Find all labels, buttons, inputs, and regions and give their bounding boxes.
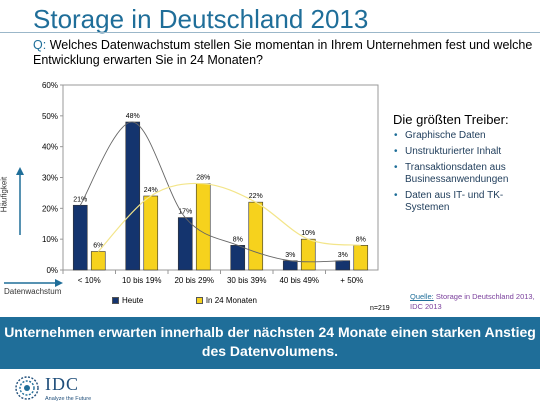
bullet-icon: •	[394, 190, 398, 201]
y-tick-label: 10%	[42, 235, 58, 244]
data-label-today: 8%	[233, 236, 243, 243]
bar-future	[195, 183, 211, 271]
x-arrow-head	[55, 279, 63, 287]
data-label-future: 6%	[93, 243, 103, 250]
title-divider	[0, 32, 540, 33]
drivers-box: Die größten Treiber: • Graphische Daten •…	[393, 112, 533, 218]
plot-frame	[62, 84, 379, 271]
x-tick-label: 10 bis 19%	[122, 276, 162, 285]
bar-future	[300, 238, 316, 271]
idc-logo: IDC Analyze the Future	[15, 374, 95, 406]
driver-item: • Daten aus IT- und TK-Systemen	[393, 190, 533, 214]
bar-today	[125, 121, 141, 271]
data-label-future: 24%	[144, 187, 158, 194]
x-tick-label: 20 bis 29%	[174, 276, 214, 285]
bar-future	[353, 245, 369, 271]
bar-today	[282, 260, 298, 271]
x-axis-label: Datenwachstum	[4, 287, 62, 296]
driver-text: Transaktionsdaten aus Businessanwendunge…	[405, 162, 509, 185]
question-text: Welches Datenwachstum stellen Sie moment…	[33, 38, 533, 67]
legend-item-today: Heute	[112, 296, 143, 305]
y-tick-label: 60%	[42, 81, 58, 90]
legend-item-future: In 24 Monaten	[195, 296, 257, 305]
bar-today	[177, 217, 193, 271]
y-tick-label: 0%	[46, 266, 58, 275]
bar-future	[90, 251, 106, 271]
data-label-today: 48%	[126, 113, 140, 120]
drivers-heading: Die größten Treiber:	[393, 112, 509, 127]
trendline-today	[79, 121, 343, 263]
source-note: Quelle: Storage in Deutschland 2013, IDC…	[410, 292, 540, 312]
question-prefix: Q:	[33, 38, 47, 52]
logo-text: IDC	[45, 374, 79, 394]
survey-question: Q: Welches Datenwachstum stellen Sie mom…	[33, 38, 538, 68]
y-tick-label: 40%	[42, 143, 58, 152]
y-arrow-head	[16, 167, 24, 175]
bar-future	[248, 201, 264, 271]
trendline-future	[97, 182, 361, 252]
bar-today	[230, 245, 246, 271]
y-tick-label: 50%	[42, 112, 58, 121]
y-tick-label: 20%	[42, 204, 58, 213]
data-label-future: 22%	[249, 193, 263, 200]
globe-icon	[15, 376, 39, 400]
conclusion-banner: Unternehmen erwarten innerhalb der nächs…	[0, 317, 540, 369]
legend-label-future: In 24 Monaten	[205, 296, 257, 305]
driver-item: • Graphische Daten	[393, 130, 533, 142]
legend-swatch-future	[195, 297, 203, 304]
driver-text: Graphische Daten	[405, 130, 486, 141]
bar-future	[143, 195, 159, 271]
driver-item: • Transaktionsdaten aus Businessanwendung…	[393, 162, 533, 186]
bar-today	[335, 260, 351, 271]
logo-tagline: Analyze the Future	[45, 396, 92, 402]
data-label-today: 3%	[338, 252, 348, 259]
x-tick-label: 30 bis 39%	[227, 276, 267, 285]
page-title: Storage in Deutschland 2013	[33, 4, 369, 34]
data-label-today: 21%	[73, 196, 87, 203]
data-label-future: 8%	[356, 236, 366, 243]
sample-size: n=219	[370, 305, 390, 312]
drivers-list: • Graphische Daten • Unstrukturierter Inha…	[393, 130, 533, 214]
x-tick-label: < 10%	[78, 276, 101, 285]
data-label-future: 10%	[301, 230, 315, 237]
data-label-future: 28%	[196, 175, 210, 182]
driver-item: • Unstrukturierter Inhalt	[393, 146, 533, 158]
data-label-today: 3%	[285, 252, 295, 259]
source-text: Storage in Deutschland 2013, IDC 2013	[410, 292, 535, 311]
driver-text: Unstrukturierter Inhalt	[405, 146, 502, 157]
legend-swatch-today	[112, 297, 119, 304]
x-tick-label: + 50%	[340, 276, 363, 285]
bullet-icon: •	[394, 162, 398, 173]
y-tick-label: 30%	[42, 174, 58, 183]
legend-label-today: Heute	[122, 296, 144, 305]
bar-today	[72, 204, 88, 271]
driver-text: Daten aus IT- und TK-Systemen	[405, 190, 504, 213]
data-label-today: 17%	[178, 209, 192, 216]
bullet-icon: •	[394, 130, 398, 141]
chart-legend: Heute In 24 Monaten	[112, 296, 257, 305]
source-label: Quelle:	[410, 292, 434, 301]
y-axis-label: Häufigkeit	[0, 176, 9, 213]
bullet-icon: •	[394, 146, 398, 157]
x-tick-label: 40 bis 49%	[279, 276, 319, 285]
